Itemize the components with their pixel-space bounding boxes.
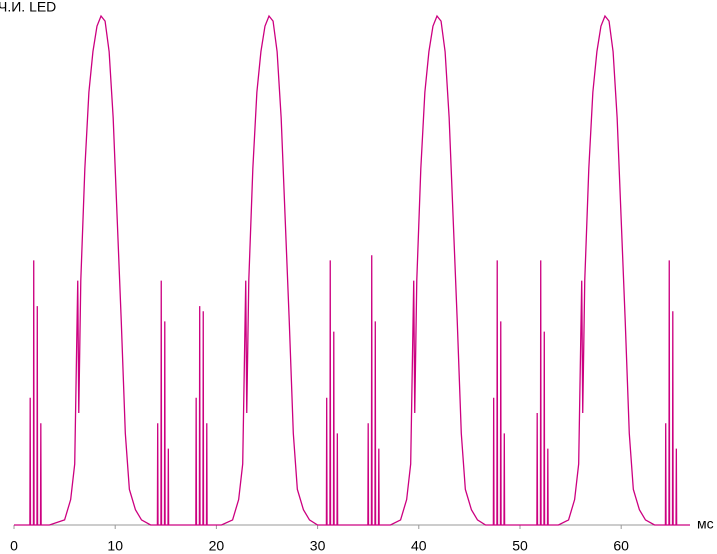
x-axis-label: мс bbox=[697, 516, 714, 532]
chart-title: Ч.И. LED bbox=[0, 0, 56, 15]
x-tick-label: 0 bbox=[10, 538, 18, 554]
line-series bbox=[14, 14, 690, 526]
x-tick-label: 20 bbox=[209, 538, 225, 554]
x-tick-label: 40 bbox=[411, 538, 427, 554]
x-tick-label: 30 bbox=[310, 538, 326, 554]
x-tick-label: 10 bbox=[107, 538, 123, 554]
x-tick-label: 60 bbox=[613, 538, 629, 554]
x-tick-label: 50 bbox=[512, 538, 528, 554]
